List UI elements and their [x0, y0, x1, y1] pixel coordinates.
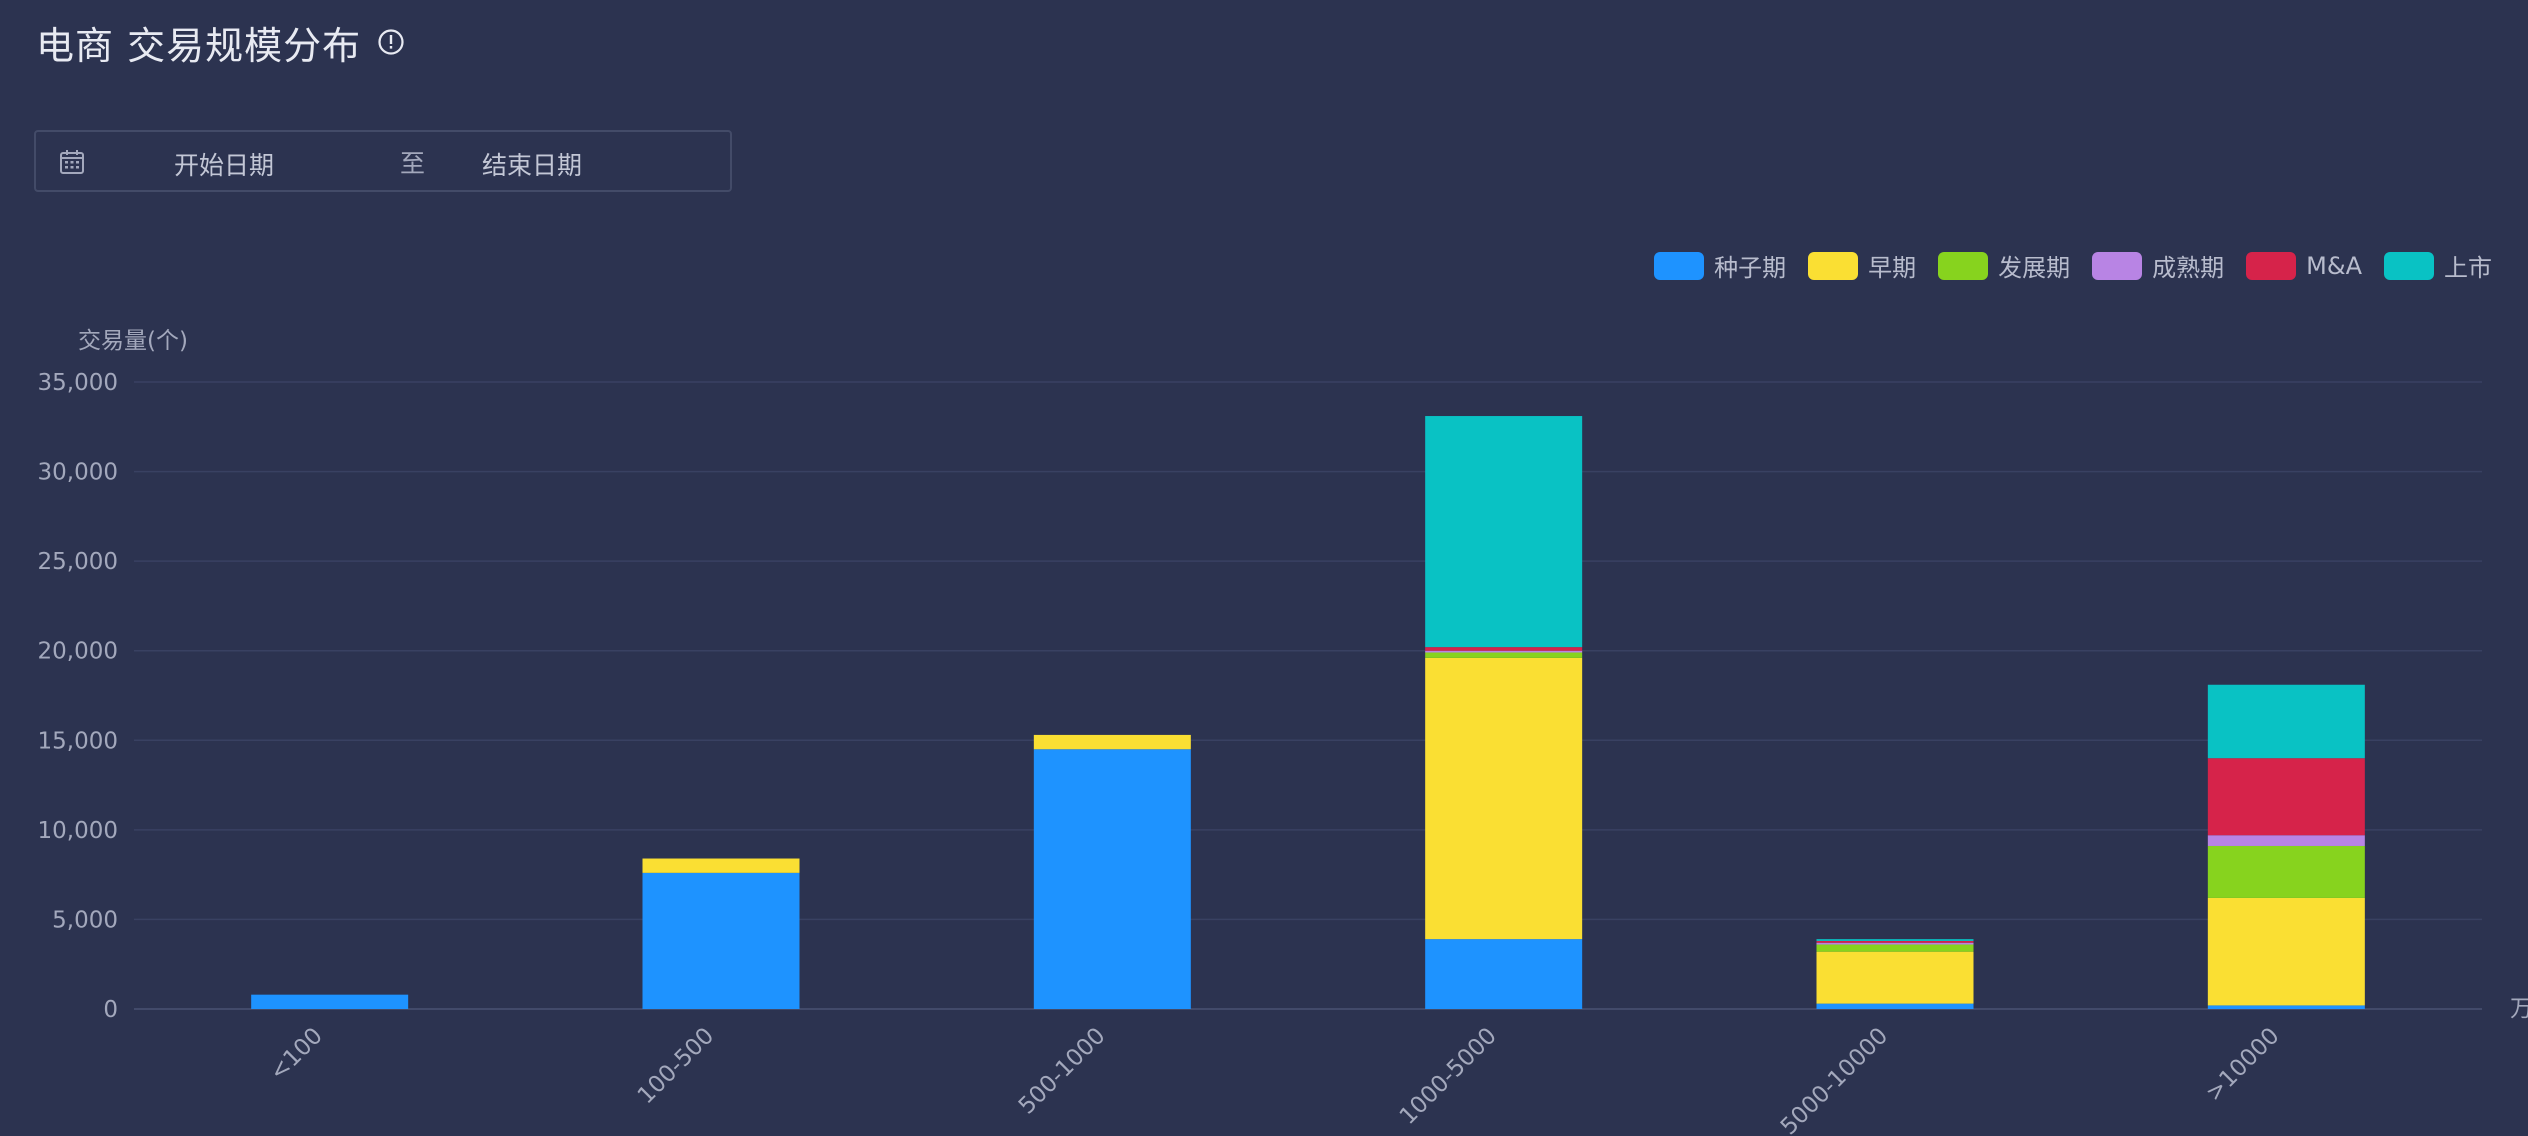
y-tick-label: 10,000	[38, 818, 118, 844]
bars	[251, 416, 2365, 1009]
info-circle-icon[interactable]	[377, 28, 405, 56]
chart-legend: 种子期 早期 发展期 成熟期 M&A 上市	[1632, 248, 2492, 283]
legend-label: 早期	[1868, 254, 1917, 282]
legend-item-early[interactable]: 早期	[1808, 248, 1916, 283]
legend-item-mature[interactable]: 成熟期	[2092, 248, 2224, 283]
x-tick-label: 100-500	[633, 1023, 719, 1109]
calendar-icon	[58, 148, 86, 176]
start-date-input[interactable]: 开始日期	[174, 151, 275, 180]
date-range-picker[interactable]: 开始日期 至 结束日期	[34, 130, 732, 192]
legend-label: M&A	[2306, 251, 2362, 280]
date-range-separator: 至	[400, 149, 426, 178]
bar-segment[interactable]	[1425, 416, 1583, 648]
bar-segment[interactable]	[2207, 1005, 2365, 1009]
bar-segment[interactable]	[1425, 647, 1583, 651]
bar-segment[interactable]	[1816, 944, 1974, 952]
bar-segment[interactable]	[642, 858, 800, 873]
bar-segment[interactable]	[2207, 845, 2365, 898]
x-tick-label: 1000-5000	[1395, 1023, 1502, 1130]
y-axis-label: 交易量(个)	[78, 328, 188, 354]
bar-segment[interactable]	[2207, 684, 2365, 759]
legend-item-seed[interactable]: 种子期	[1654, 248, 1786, 283]
bar-segment[interactable]	[1816, 942, 1974, 945]
legend-swatch	[1654, 251, 1705, 280]
legend-swatch	[1938, 251, 1989, 280]
legend-label: 上市	[2444, 254, 2492, 282]
y-tick-label: 35,000	[38, 370, 118, 396]
legend-item-ma[interactable]: M&A	[2246, 251, 2362, 280]
bar-segment[interactable]	[1816, 939, 1974, 941]
bar-segment[interactable]	[2207, 897, 2365, 1006]
y-tick-label: 5,000	[52, 907, 118, 933]
end-date-input[interactable]: 结束日期	[482, 151, 583, 180]
bar-segment[interactable]	[1816, 951, 1974, 1004]
bar-segment[interactable]	[1425, 939, 1583, 1009]
bar-segment[interactable]	[1816, 940, 1974, 943]
legend-swatch	[2246, 251, 2297, 280]
legend-swatch	[2092, 251, 2143, 280]
bar-segment[interactable]	[642, 872, 800, 1009]
x-tick-label: 5000-10000	[1776, 1023, 1893, 1136]
legend-label: 种子期	[1714, 254, 1787, 282]
title-row: 电商 交易规模分布	[36, 14, 405, 70]
y-tick-label: 30,000	[38, 460, 118, 486]
legend-item-growth[interactable]: 发展期	[1938, 248, 2070, 283]
page-title: 电商 交易规模分布	[36, 23, 362, 68]
bar-segment[interactable]	[1033, 749, 1191, 1009]
legend-swatch	[2384, 251, 2434, 280]
bar-segment[interactable]	[2207, 758, 2365, 836]
y-tick-label: 25,000	[38, 549, 118, 575]
bar-segment[interactable]	[1425, 650, 1583, 653]
y-axis-ticks: 0 5,000 10,000 15,000 20,000 25,000 30,000 35,0…	[38, 370, 118, 1023]
x-tick-label: 500-1000	[1014, 1023, 1111, 1120]
bar-segment[interactable]	[1033, 734, 1191, 750]
y-tick-label: 0	[103, 997, 118, 1023]
bar-segment[interactable]	[1816, 1003, 1974, 1009]
grid-lines	[134, 381, 2482, 1010]
bar-segment[interactable]	[1425, 652, 1583, 658]
bar-segment[interactable]	[2207, 835, 2365, 846]
x-tick-label: >10000	[2201, 1023, 2285, 1107]
x-axis-unit: 万	[2510, 996, 2528, 1022]
y-tick-label: 20,000	[38, 639, 118, 665]
x-axis-ticks: <100 100-500 500-1000 1000-5000 5000-10000 >1…	[265, 1023, 2285, 1136]
bar-segment[interactable]	[1425, 657, 1583, 940]
y-tick-label: 15,000	[38, 728, 118, 754]
legend-label: 发展期	[1998, 254, 2071, 282]
bar-segment[interactable]	[251, 994, 409, 1009]
x-tick-label: <100	[265, 1023, 328, 1086]
legend-item-ipo[interactable]: 上市	[2384, 248, 2492, 283]
legend-label: 成熟期	[2152, 254, 2225, 282]
legend-swatch	[1808, 251, 1859, 280]
